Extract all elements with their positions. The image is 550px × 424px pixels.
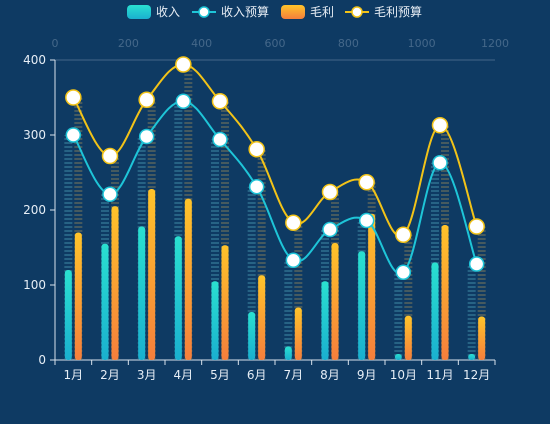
x-axis-tick-label: 5月 xyxy=(210,368,230,382)
bar-profit xyxy=(441,225,449,360)
legend-swatch xyxy=(281,5,305,19)
revenue-budget-point xyxy=(358,212,375,229)
y-axis-tick-label: 200 xyxy=(23,203,46,217)
bar-profit xyxy=(184,198,192,360)
legend[interactable]: 收入 收入预算 毛利 毛利预算 xyxy=(127,4,422,19)
revenue-budget-point xyxy=(285,252,302,268)
bar-profit xyxy=(478,316,486,360)
bar-profit xyxy=(148,189,156,360)
bars xyxy=(64,189,486,360)
bar-profit xyxy=(368,213,376,360)
legend-item-revenue[interactable]: 收入 xyxy=(127,5,180,19)
x-axis-tick-label: 3月 xyxy=(137,368,157,382)
bar-revenue xyxy=(431,262,439,360)
bar-revenue xyxy=(174,236,182,360)
top-axis-tick-label: 1000 xyxy=(408,37,436,50)
y-axis-tick-label: 100 xyxy=(23,278,46,292)
revenue-budget-point xyxy=(102,186,118,202)
profit-budget-point xyxy=(65,89,82,106)
revenue-budget-point xyxy=(138,128,155,145)
top-axis-tick-label: 800 xyxy=(338,37,359,50)
top-axis-tick-label: 600 xyxy=(265,37,286,50)
bar-revenue xyxy=(321,281,329,360)
lines xyxy=(72,63,478,275)
bar-revenue xyxy=(358,251,366,360)
x-axis-tick-label: 9月 xyxy=(357,368,377,382)
x-axis-tick-label: 7月 xyxy=(284,368,304,382)
top-axis-tick-label: 1200 xyxy=(481,37,509,50)
bar-revenue xyxy=(101,243,109,360)
x-axis-tick-label: 8月 xyxy=(320,368,340,382)
bar-revenue xyxy=(394,354,402,360)
bar-revenue xyxy=(284,346,292,360)
top-axis-tick-label: 400 xyxy=(191,37,212,50)
bar-profit xyxy=(294,307,302,360)
bar-revenue xyxy=(211,281,219,360)
bar-revenue xyxy=(468,354,476,360)
profit-budget-point xyxy=(248,141,265,158)
legend-label: 毛利 xyxy=(310,5,334,19)
profit-budget-point xyxy=(468,218,485,235)
profit-budget-point xyxy=(101,147,119,165)
profit-budget-point xyxy=(138,91,155,108)
profit-budget-point xyxy=(175,56,192,73)
profit-budget-point xyxy=(285,214,302,231)
points xyxy=(65,56,485,280)
bar-profit xyxy=(404,315,412,360)
profit-budget-line xyxy=(72,63,478,237)
profit-budget-point xyxy=(431,117,449,134)
legend-item-revenue-budget[interactable]: 收入预算 xyxy=(192,4,269,19)
x-axis-tick-label: 6月 xyxy=(247,368,267,382)
bar-profit xyxy=(221,245,229,360)
y-axis-tick-label: 400 xyxy=(23,53,46,67)
revenue-budget-point xyxy=(175,93,192,109)
bar-profit xyxy=(331,243,339,360)
bar-revenue xyxy=(248,312,256,360)
bar-revenue xyxy=(138,226,146,360)
revenue-budget-point xyxy=(212,131,228,148)
legend-label: 收入 xyxy=(156,5,180,19)
revenue-budget-point xyxy=(248,179,265,195)
top-axis-tick-label: 200 xyxy=(118,37,139,50)
profit-budget-point xyxy=(211,93,229,110)
legend-swatch xyxy=(127,5,151,19)
bar-profit xyxy=(74,232,82,360)
y-axis-tick-label: 300 xyxy=(23,128,46,142)
x-axis-tick-label: 4月 xyxy=(174,368,194,382)
revenue-budget-point xyxy=(395,264,412,280)
top-axis: 0 200 400 600 800 1000 1200 xyxy=(52,37,509,61)
bar-profit xyxy=(111,206,119,360)
top-axis-tick-label: 0 xyxy=(52,37,59,50)
x-axis-tick-label: 2月 xyxy=(100,368,120,382)
x-axis-tick-label: 10月 xyxy=(390,368,417,382)
legend-label: 收入预算 xyxy=(221,4,269,19)
profit-budget-point xyxy=(358,174,375,191)
y-axis-tick-label: 0 xyxy=(38,353,46,367)
x-axis-tick-label: 12月 xyxy=(463,368,490,382)
revenue-budget-point xyxy=(65,127,82,143)
dashed-columns xyxy=(64,64,486,360)
legend-item-profit-budget[interactable]: 毛利预算 xyxy=(345,4,422,19)
bar-profit xyxy=(258,275,266,360)
axes: 0 100 200 300 400 1月 2月 3月 4月 5月 6月 7月 8月 9月 10月 11月 12月 xyxy=(23,53,496,382)
legend-swatch-marker xyxy=(198,6,210,18)
revenue-budget-line xyxy=(72,100,478,275)
legend-item-profit[interactable]: 毛利 xyxy=(281,5,334,19)
x-axis-tick-label: 11月 xyxy=(426,368,453,382)
x-axis-tick-label: 1月 xyxy=(64,368,84,382)
revenue-budget-point xyxy=(432,155,448,171)
legend-label: 毛利预算 xyxy=(374,4,422,19)
legend-swatch-marker xyxy=(351,6,363,18)
revenue-budget-point xyxy=(322,221,338,238)
profit-budget-point xyxy=(321,183,339,201)
profit-budget-point xyxy=(395,226,412,243)
revenue-budget-point xyxy=(468,256,485,272)
bar-revenue xyxy=(64,270,72,360)
